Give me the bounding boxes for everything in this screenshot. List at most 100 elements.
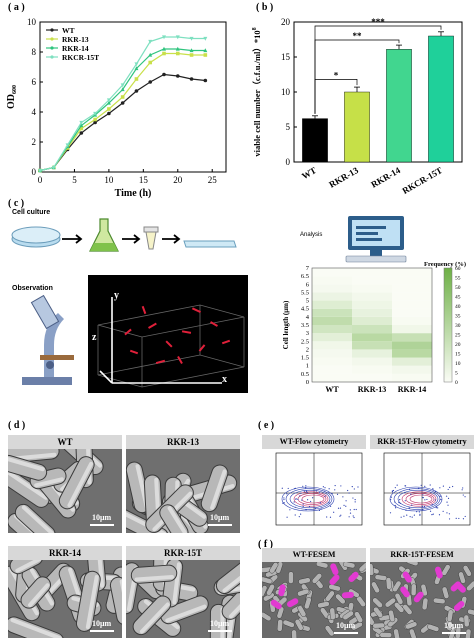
data-point bbox=[93, 111, 98, 116]
data-point bbox=[93, 120, 97, 125]
y-tick-label: 7 bbox=[306, 265, 310, 272]
colorbar-tick: 50 bbox=[455, 285, 461, 291]
data-point bbox=[106, 98, 111, 103]
fesem-cell bbox=[421, 597, 429, 611]
significance-mark: *** bbox=[371, 17, 385, 27]
event-dot bbox=[458, 517, 460, 520]
event-dot bbox=[418, 487, 420, 489]
colorbar-tick: 15 bbox=[455, 352, 461, 358]
heatmap-cell bbox=[312, 276, 352, 285]
panel-label-e: ( e ) bbox=[258, 420, 275, 431]
heatmap-cell bbox=[392, 357, 432, 366]
event-dot bbox=[438, 514, 441, 516]
event-dot bbox=[446, 501, 448, 503]
event-dot bbox=[447, 488, 449, 491]
event-dot bbox=[331, 493, 333, 495]
y-tick-label: 10 bbox=[27, 17, 37, 27]
heatmap-cell bbox=[312, 284, 352, 293]
density-contour bbox=[389, 486, 443, 512]
event-dot bbox=[446, 512, 448, 514]
heatmap-cell bbox=[392, 333, 432, 342]
event-dot bbox=[408, 507, 410, 509]
y-tick-label: 1 bbox=[306, 363, 309, 370]
event-dot bbox=[464, 515, 466, 518]
legend-label: RKR-13 bbox=[62, 35, 89, 44]
x-tick-label: 25 bbox=[208, 175, 218, 185]
cell-culture-label: Cell culture bbox=[12, 209, 51, 216]
rod-cell-highlight bbox=[8, 456, 45, 472]
event-dot bbox=[339, 507, 342, 509]
event-dot bbox=[320, 508, 322, 510]
event-dot bbox=[351, 486, 353, 488]
fesem-cells-image bbox=[262, 562, 366, 638]
event-dot bbox=[452, 485, 454, 488]
event-dot bbox=[283, 502, 285, 504]
data-point bbox=[51, 165, 56, 170]
event-dot bbox=[349, 509, 351, 511]
rod-cell-highlight bbox=[10, 618, 62, 638]
heatmap-cell bbox=[312, 300, 352, 309]
fesem-cell bbox=[441, 586, 450, 599]
data-point bbox=[203, 36, 208, 41]
event-dot bbox=[302, 503, 304, 505]
fesem-cell bbox=[402, 604, 413, 615]
event-dot bbox=[294, 487, 296, 489]
heatmap-cell bbox=[312, 292, 352, 301]
density-contour bbox=[301, 494, 325, 504]
sem-image-rkr-14: RKR-14 10μm bbox=[8, 546, 122, 638]
rod-cell-highlight bbox=[28, 583, 50, 608]
event-dot bbox=[348, 492, 350, 494]
event-dot bbox=[349, 512, 352, 514]
y-tick-label: 2.5 bbox=[301, 338, 309, 345]
rod-cell-body bbox=[221, 584, 240, 620]
event-dot bbox=[394, 504, 396, 507]
highlighted-cell bbox=[341, 591, 354, 599]
x-tick-label: 15 bbox=[139, 175, 149, 185]
fesem-cell bbox=[282, 619, 295, 628]
event-dot bbox=[420, 484, 422, 486]
fesem-cell bbox=[317, 601, 330, 609]
fesem-cell bbox=[384, 597, 396, 608]
heatmap-cell bbox=[392, 365, 432, 374]
density-contour bbox=[405, 493, 435, 505]
event-dot bbox=[289, 509, 291, 511]
event-dot bbox=[445, 495, 448, 497]
rod-cell-body bbox=[9, 560, 44, 575]
fesem-cell bbox=[463, 614, 470, 628]
event-dot bbox=[437, 507, 439, 509]
colorbar-tick: 25 bbox=[455, 333, 461, 339]
scale-label: 10μm bbox=[210, 619, 230, 628]
event-dot bbox=[419, 513, 421, 515]
fesem-cell bbox=[298, 577, 311, 585]
event-dot bbox=[416, 511, 418, 513]
fesem-cell bbox=[276, 619, 283, 632]
fesem-cell bbox=[379, 632, 392, 638]
fesem-cell bbox=[297, 588, 310, 597]
event-dot bbox=[435, 505, 437, 507]
legend-marker bbox=[50, 55, 54, 59]
category-label: WT bbox=[300, 165, 318, 181]
plot-frame bbox=[275, 452, 363, 526]
rod-cell bbox=[221, 584, 240, 620]
scale-bar bbox=[442, 632, 466, 634]
rod-cell-highlight bbox=[165, 604, 207, 623]
event-dot bbox=[306, 491, 308, 493]
rod-cell-body bbox=[14, 503, 56, 533]
category-label: RKR-13 bbox=[327, 165, 360, 190]
y-tick-label: 6 bbox=[32, 77, 37, 87]
rod-cell bbox=[209, 603, 227, 638]
rod-cells-image bbox=[8, 449, 122, 533]
event-dot bbox=[348, 516, 350, 518]
axis-z-label: z bbox=[92, 332, 97, 343]
event-dot bbox=[404, 500, 406, 502]
event-dot bbox=[406, 514, 408, 516]
arrow-icon bbox=[62, 234, 83, 244]
rod-cell bbox=[159, 504, 189, 533]
fesem-cell bbox=[276, 606, 285, 619]
event-dot bbox=[314, 507, 316, 510]
scale-bar bbox=[334, 632, 358, 634]
event-dot bbox=[422, 494, 424, 496]
event-dot bbox=[442, 485, 444, 487]
event-dot bbox=[294, 506, 296, 508]
